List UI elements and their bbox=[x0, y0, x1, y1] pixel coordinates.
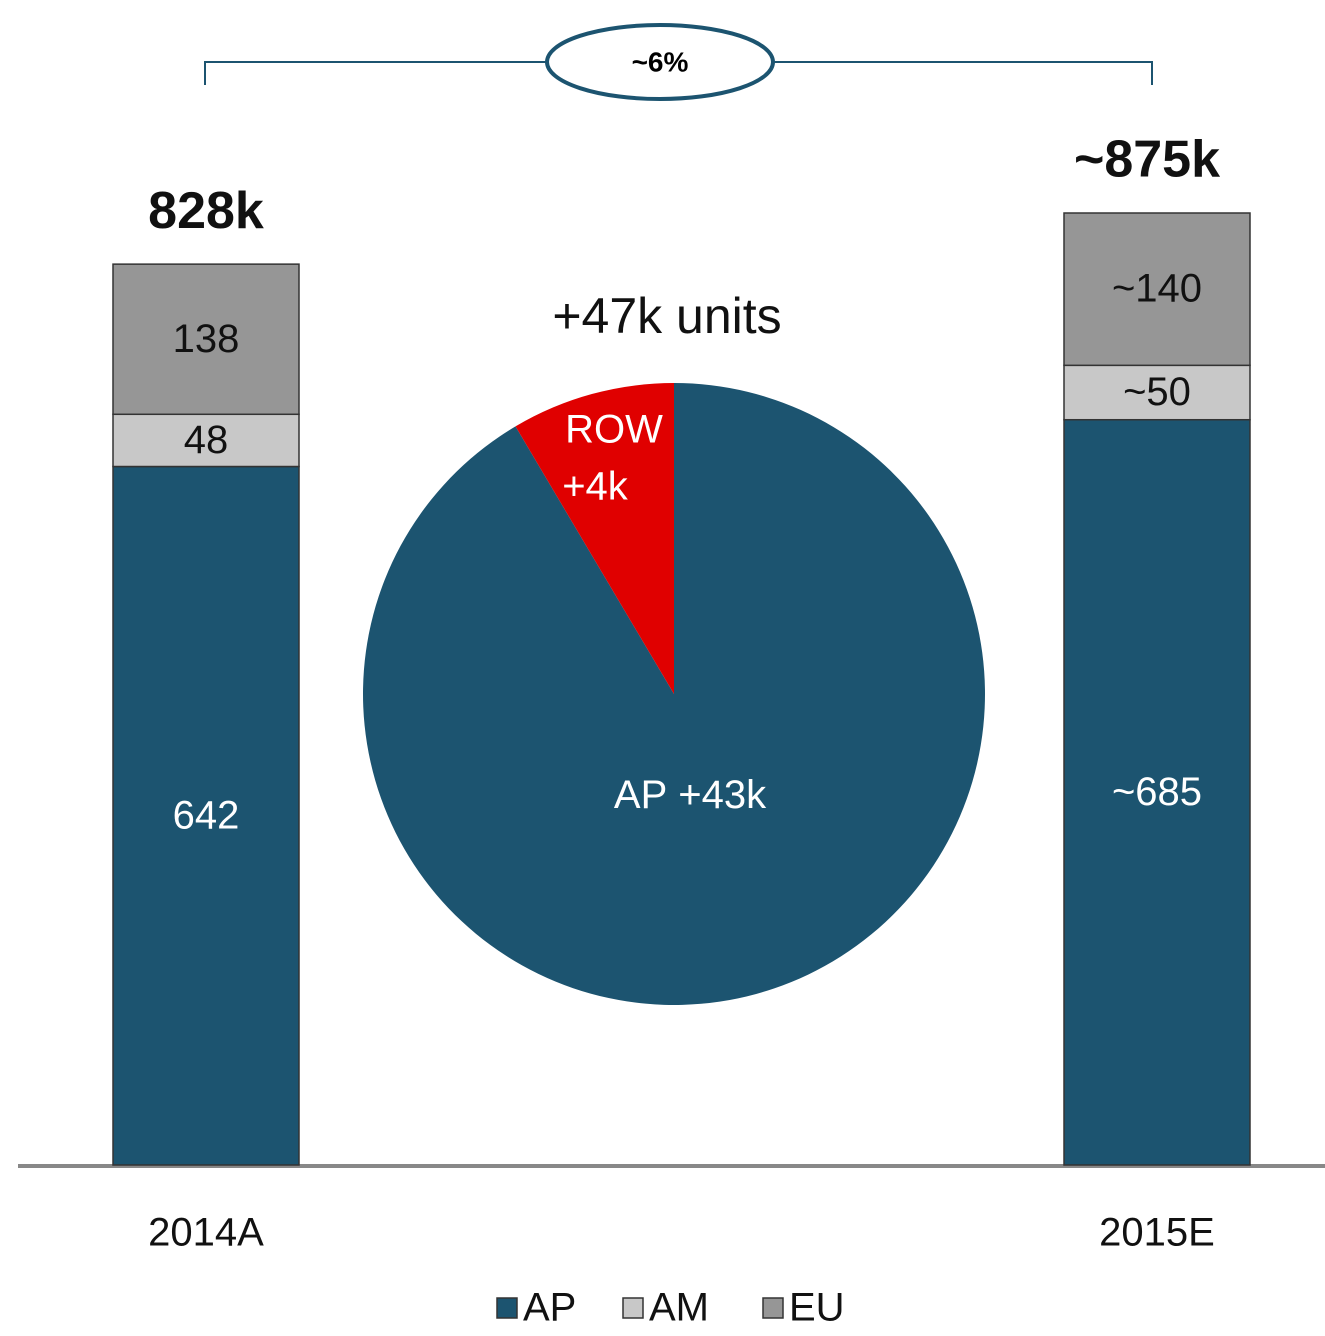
bar-segment bbox=[1063, 212, 1251, 367]
segment-label: ~50 bbox=[1123, 370, 1191, 414]
segment-label: ~140 bbox=[1112, 267, 1202, 311]
legend-label: EU bbox=[789, 1286, 845, 1330]
bar-segment bbox=[1063, 364, 1251, 421]
pie-slice bbox=[515, 383, 674, 694]
growth-ellipse bbox=[545, 23, 775, 101]
x-tick-label: 2015E bbox=[1099, 1211, 1215, 1255]
legend-swatch bbox=[622, 1297, 644, 1319]
legend-swatch bbox=[762, 1297, 784, 1319]
pie-label-name: ROW bbox=[565, 408, 663, 452]
segment-label: 642 bbox=[173, 793, 240, 837]
pie-label-name: AP bbox=[614, 773, 667, 817]
growth-label: ~6% bbox=[632, 46, 689, 77]
bar-segment bbox=[112, 263, 300, 416]
bar-segment bbox=[112, 465, 300, 1166]
growth-bracket bbox=[204, 61, 1153, 85]
pie-slice bbox=[362, 383, 985, 1005]
segment-label: 138 bbox=[173, 317, 240, 361]
total-label: ~875k bbox=[1074, 131, 1220, 189]
x-tick-label: 2014A bbox=[148, 1211, 264, 1255]
legend-label: AM bbox=[649, 1286, 709, 1330]
pie-label-value: +4k bbox=[562, 465, 629, 509]
pie-label: AP +43k bbox=[614, 773, 767, 817]
segment-label: 48 bbox=[184, 418, 229, 462]
pie-title: +47k units bbox=[552, 288, 781, 344]
pie-label-value: +43k bbox=[678, 773, 767, 817]
legend-swatch bbox=[496, 1297, 518, 1319]
bar-segment bbox=[1063, 418, 1251, 1166]
segment-label: ~685 bbox=[1112, 770, 1202, 814]
legend-label: AP bbox=[523, 1286, 576, 1330]
total-label: 828k bbox=[148, 182, 264, 240]
